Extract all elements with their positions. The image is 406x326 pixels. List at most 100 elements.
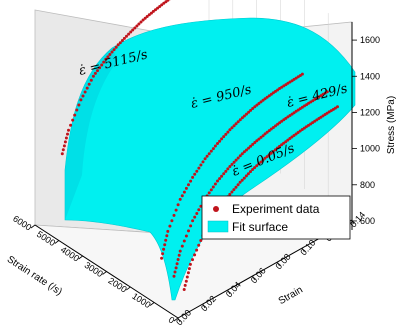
experiment-point xyxy=(249,170,252,174)
surface-shadow xyxy=(65,48,118,220)
experiment-point xyxy=(325,90,329,94)
experiment-point xyxy=(251,142,255,146)
experiment-point xyxy=(253,105,257,109)
y-axis-label: Strain rate (/s) xyxy=(5,254,64,298)
experiment-point xyxy=(114,45,118,49)
experiment-point xyxy=(226,167,230,171)
experiment-point xyxy=(193,215,197,219)
experiment-point xyxy=(257,102,261,105)
y-tick-mark xyxy=(78,255,83,260)
z-tick-label: 600 xyxy=(360,216,375,226)
z-tick-label: 1000 xyxy=(360,144,380,154)
experiment-point xyxy=(240,116,244,120)
experiment-point xyxy=(255,139,259,143)
experiment-point xyxy=(275,146,279,150)
experiment-point xyxy=(145,15,149,18)
legend-label-surface: Fit surface xyxy=(232,220,288,234)
experiment-point xyxy=(238,154,242,158)
experiment-point xyxy=(180,194,184,198)
experiment-point xyxy=(265,155,269,159)
legend-swatch-surface xyxy=(207,220,229,233)
experiment-point xyxy=(282,141,286,145)
experiment-point xyxy=(125,34,128,38)
experiment-point xyxy=(83,90,87,94)
experiment-point xyxy=(64,136,68,140)
experiment-point xyxy=(61,148,65,152)
experiment-point xyxy=(242,114,246,118)
experiment-point xyxy=(273,148,277,152)
experiment-point xyxy=(63,140,67,144)
experiment-point xyxy=(195,248,199,252)
experiment-point xyxy=(191,258,194,262)
experiment-point xyxy=(184,279,188,283)
experiment-point xyxy=(60,152,64,156)
experiment-point xyxy=(216,142,219,145)
experiment-point xyxy=(269,151,273,155)
experiment-point xyxy=(290,135,294,139)
experiment-point xyxy=(284,140,288,144)
experiment-point xyxy=(220,174,224,178)
experiment-point xyxy=(245,112,248,116)
experiment-point xyxy=(118,41,122,45)
experiment-point xyxy=(143,16,147,20)
experiment-point xyxy=(253,166,257,170)
experiment-point xyxy=(69,123,73,127)
experiment-point xyxy=(178,197,182,201)
experiment-point xyxy=(182,288,186,291)
experiment-point xyxy=(296,131,300,134)
experiment-point xyxy=(127,32,131,36)
experiment-point xyxy=(249,144,253,148)
x-tick-mark xyxy=(301,247,305,253)
experiment-point xyxy=(265,130,269,134)
experiment-point xyxy=(77,103,81,107)
experiment-point xyxy=(213,182,217,186)
experiment-point xyxy=(85,86,89,90)
experiment-point xyxy=(224,132,228,136)
experiment-point xyxy=(141,18,145,22)
experiment-point xyxy=(62,144,66,148)
experiment-point xyxy=(228,192,232,196)
experiment-point xyxy=(172,274,176,278)
experiment-point xyxy=(255,103,259,107)
experiment-point xyxy=(230,190,234,194)
experiment-point xyxy=(176,258,180,261)
experiment-point xyxy=(267,153,271,157)
experiment-point xyxy=(242,150,246,154)
experiment-point xyxy=(170,219,174,223)
experiment-point xyxy=(102,60,106,64)
experiment-point xyxy=(191,219,195,223)
experiment-point xyxy=(129,30,133,34)
experiment-point xyxy=(184,186,188,190)
experiment-point xyxy=(284,116,288,120)
experiment-point xyxy=(232,188,236,192)
experiment-point xyxy=(168,224,172,228)
experiment-point xyxy=(177,253,181,257)
experiment-point xyxy=(149,11,153,15)
z-tick-label: 1200 xyxy=(360,107,380,117)
experiment-point xyxy=(79,98,83,102)
experiment-point xyxy=(263,156,267,160)
legend-swatch-experiment xyxy=(213,206,219,212)
experiment-point xyxy=(162,1,166,5)
legend: Experiment data Fit surface xyxy=(201,195,351,240)
experiment-point xyxy=(199,163,203,167)
experiment-point xyxy=(224,169,228,173)
experiment-point xyxy=(267,129,271,133)
experiment-point xyxy=(251,168,255,171)
experiment-point xyxy=(161,252,165,256)
y-tick-label: 0 xyxy=(167,315,177,326)
experiment-point xyxy=(222,172,226,176)
experiment-points xyxy=(60,0,339,291)
experiment-point xyxy=(228,165,232,168)
experiment-point xyxy=(163,243,167,247)
experiment-point xyxy=(187,267,191,271)
experiment-point xyxy=(135,24,139,28)
experiment-point xyxy=(280,119,284,123)
experiment-point xyxy=(173,270,177,274)
experiment-point xyxy=(195,169,199,173)
experiment-point xyxy=(174,266,178,270)
experiment-point xyxy=(259,160,263,164)
experiment-point xyxy=(110,50,114,54)
experiment-point xyxy=(218,139,222,143)
experiment-point xyxy=(180,244,184,248)
